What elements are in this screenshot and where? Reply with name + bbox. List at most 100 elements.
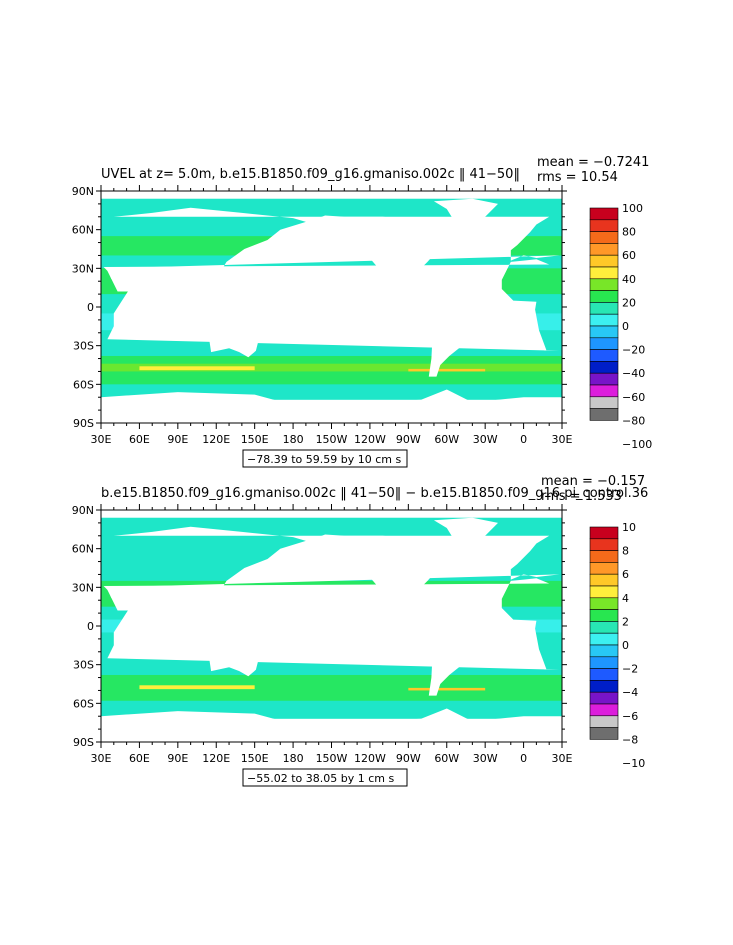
colorbar-label: −10 (622, 757, 645, 770)
colorbar-cell (589, 632, 619, 646)
y-tick-label: 0 (87, 301, 94, 314)
colorbar-label: −20 (622, 344, 645, 357)
x-tick-label: 90E (167, 433, 188, 446)
colorbar-cell (589, 384, 619, 398)
x-tick-label: 120W (354, 752, 386, 765)
x-tick-label: 0 (520, 752, 527, 765)
colorbar-label: 100 (622, 202, 643, 215)
colorbar-cell (589, 243, 619, 256)
colorbar-label: 8 (622, 545, 629, 558)
range-label: −55.02 to 38.05 by 1 cm s (247, 772, 394, 785)
land-indonesia (184, 619, 255, 639)
colorbar-cell (589, 585, 619, 599)
land-south-america (417, 291, 479, 377)
y-tick-label: 0 (87, 620, 94, 633)
colorbar-label: −80 (622, 414, 645, 427)
y-tick-label: 60S (73, 378, 94, 391)
acc-jet-indian (139, 366, 255, 371)
current-band-1 (101, 363, 562, 372)
colorbar-cell (589, 609, 619, 622)
colorbar-cell (589, 313, 619, 327)
x-tick-label: 0 (520, 433, 527, 446)
x-tick-label: 90W (396, 433, 421, 446)
colorbar-label: −6 (622, 710, 638, 723)
land-north-america (305, 215, 454, 297)
colorbar-cell (589, 538, 619, 551)
colorbar-cell (589, 408, 619, 421)
y-tick-label: 30N (72, 262, 94, 275)
colorbar-cell (589, 644, 619, 658)
colorbar-cell (589, 231, 619, 244)
colorbar-cell (589, 361, 619, 374)
x-tick-label: 60E (129, 433, 150, 446)
colorbar-label: 40 (622, 273, 636, 286)
colorbar-cell (589, 372, 619, 386)
map-area (101, 510, 562, 742)
land-greenland (433, 517, 498, 549)
colorbar-cell (589, 680, 619, 693)
colorbar-label: 0 (622, 320, 629, 333)
top-panel-mean: mean = −0.7241 (537, 155, 649, 170)
y-tick-label: 60N (72, 224, 94, 237)
bottom-panel-rms: rms = 1.533 (541, 489, 622, 504)
colorbar-cell (589, 597, 619, 610)
land-eurasia (107, 207, 560, 305)
x-tick-label: 180 (283, 433, 304, 446)
x-tick-label: 30E (552, 752, 573, 765)
colorbar-label: −100 (622, 438, 652, 451)
colorbar-label: 6 (622, 568, 629, 581)
bottom-panel-mean: mean = −0.157 (541, 474, 645, 489)
land-madagascar (118, 323, 127, 340)
x-tick-label: 30W (473, 752, 498, 765)
land-north-america (305, 534, 454, 616)
colorbar-cell (589, 290, 619, 303)
x-tick-label: 90E (167, 752, 188, 765)
y-tick-label: 30S (73, 659, 94, 672)
colorbar-cell (589, 266, 619, 280)
x-tick-label: 120E (202, 433, 230, 446)
colorbar-label: 2 (622, 615, 629, 628)
colorbar-label: 80 (622, 226, 636, 239)
colorbar-label: −40 (622, 367, 645, 380)
colorbar-cell (589, 396, 619, 409)
colorbar-label: 10 (622, 521, 636, 534)
x-tick-label: 60W (434, 752, 459, 765)
land-antarctica (101, 389, 562, 423)
colorbar-cell (589, 656, 619, 669)
colorbar-label: 4 (622, 592, 629, 605)
land-australia (208, 321, 259, 358)
bottom-panel-title: b.e15.B1850.f09_g16.gmaniso.002c ‖ 41−50… (101, 486, 648, 501)
colorbar-cell (589, 715, 619, 728)
colorbar-cell (589, 562, 619, 575)
y-tick-label: 90S (73, 736, 94, 749)
colorbar-cell (589, 703, 619, 717)
colorbar-cell (589, 219, 619, 232)
colorbar-label: −8 (622, 733, 638, 746)
land-australia (208, 640, 259, 677)
y-tick-label: 30S (73, 340, 94, 353)
land-madagascar (118, 642, 127, 659)
x-tick-label: 90W (396, 752, 421, 765)
x-tick-label: 30E (91, 752, 112, 765)
colorbar-label: −60 (622, 391, 645, 404)
y-tick-label: 90N (72, 504, 94, 517)
acc-jet-indian (139, 685, 255, 690)
colorbar-cell (589, 254, 619, 268)
colorbar-label: −2 (622, 663, 638, 676)
y-tick-label: 90N (72, 185, 94, 198)
colorbar-cell (589, 621, 619, 634)
top-panel: UVEL at z= 5.0m, b.e15.B1850.f09_g16.gma… (72, 155, 652, 468)
colorbar-cell (589, 727, 619, 740)
colorbar-cell (589, 668, 619, 681)
colorbar-cell (589, 550, 619, 563)
land-indonesia (184, 300, 255, 320)
x-tick-label: 30E (552, 433, 573, 446)
bottom-panel: b.e15.B1850.f09_g16.gmaniso.002c ‖ 41−50… (72, 474, 648, 787)
y-tick-label: 60N (72, 543, 94, 556)
x-tick-label: 180 (283, 752, 304, 765)
colorbar-label: 60 (622, 249, 636, 262)
range-label-box (242, 449, 408, 468)
colorbar-cell (589, 207, 619, 221)
x-tick-label: 150W (316, 752, 348, 765)
